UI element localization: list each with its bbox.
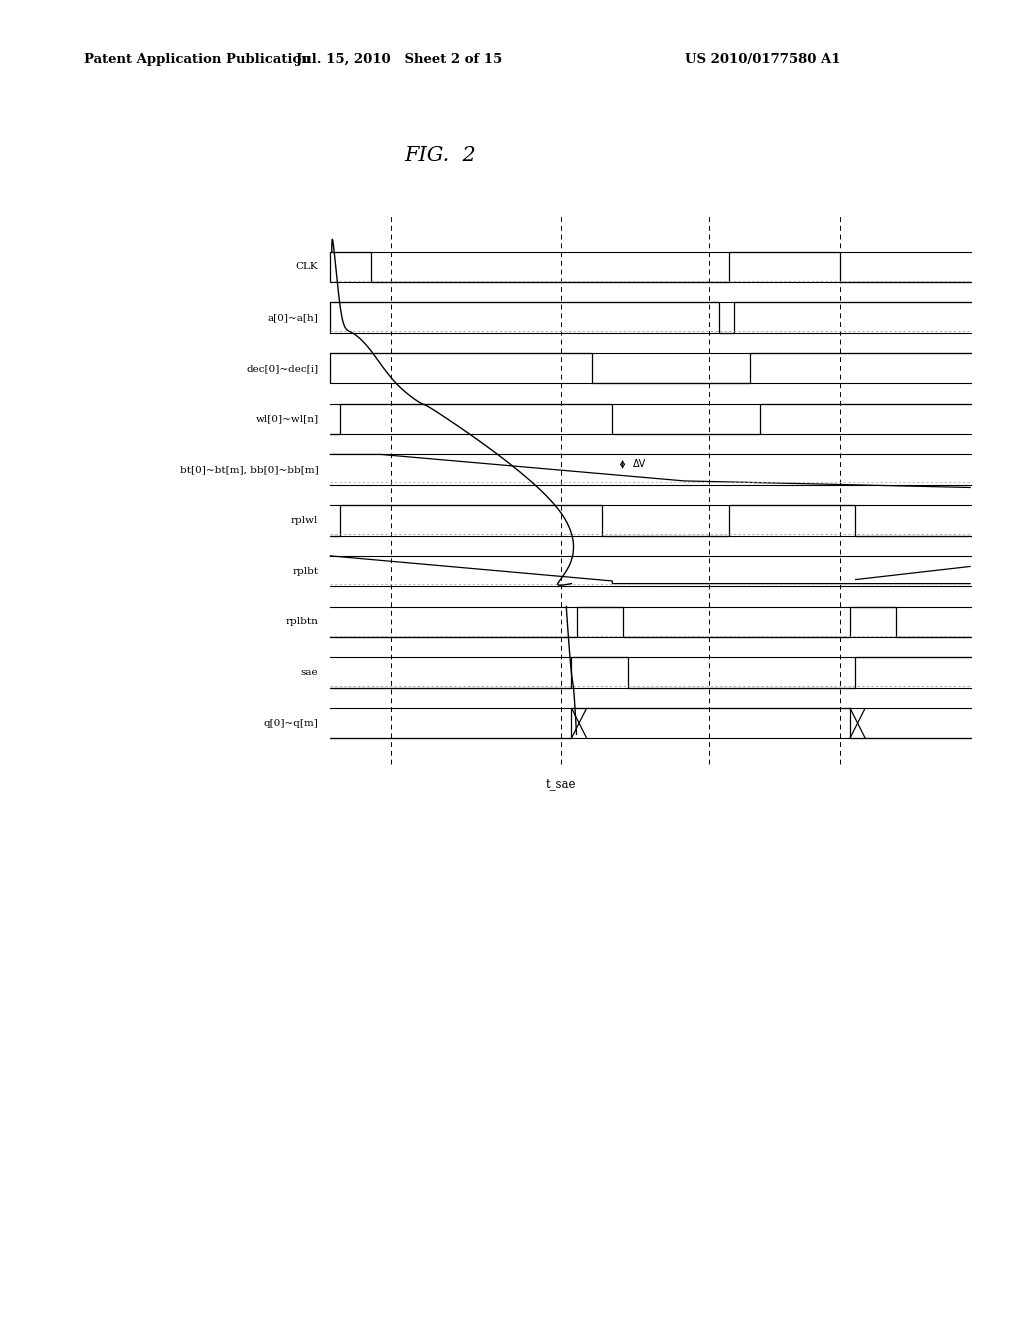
Text: bt[0]~bt[m], bb[0]~bb[m]: bt[0]~bt[m], bb[0]~bb[m]	[180, 465, 318, 474]
Text: FIG.  2: FIG. 2	[404, 147, 476, 165]
Text: wl[0]~wl[n]: wl[0]~wl[n]	[255, 414, 318, 424]
Text: rplbt: rplbt	[292, 566, 318, 576]
Text: rplbtn: rplbtn	[286, 618, 318, 626]
Text: rplwl: rplwl	[291, 516, 318, 525]
Text: ΔV: ΔV	[633, 459, 646, 470]
Text: q[0]~q[m]: q[0]~q[m]	[263, 718, 318, 727]
Text: US 2010/0177580 A1: US 2010/0177580 A1	[685, 53, 841, 66]
Text: dec[0]~dec[i]: dec[0]~dec[i]	[247, 364, 318, 372]
Text: sae: sae	[301, 668, 318, 677]
Text: a[0]~a[h]: a[0]~a[h]	[267, 313, 318, 322]
Text: Patent Application Publication: Patent Application Publication	[84, 53, 310, 66]
Text: t_sae: t_sae	[546, 777, 577, 791]
Text: CLK: CLK	[296, 263, 318, 272]
Text: Jul. 15, 2010   Sheet 2 of 15: Jul. 15, 2010 Sheet 2 of 15	[296, 53, 503, 66]
